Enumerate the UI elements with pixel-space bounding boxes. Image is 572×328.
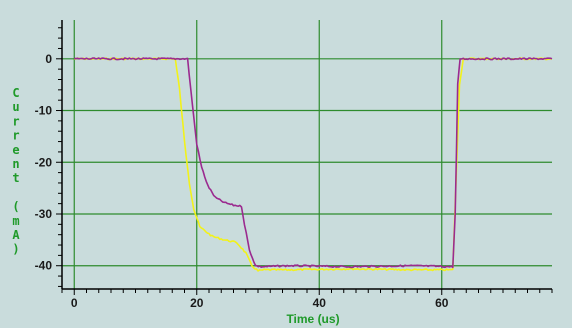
x-tick-label: 60 [435, 296, 449, 310]
y-tick-label: -20 [35, 155, 53, 169]
purple-current-trace [74, 57, 553, 269]
data-series [74, 57, 553, 272]
x-tick-label: 40 [313, 296, 327, 310]
y-tick-label: -10 [35, 104, 53, 118]
axes [56, 20, 553, 295]
x-tick-label: 0 [71, 296, 78, 310]
x-axis-title: Time (us) [286, 312, 339, 326]
y-tick-label: 0 [45, 52, 52, 66]
y-tick-label: -30 [35, 207, 53, 221]
y-tick-label: -40 [35, 259, 53, 273]
tick-labels: 0 -10 -20 -30 -40 0 20 40 60 [35, 52, 449, 310]
x-tick-label: 20 [190, 296, 204, 310]
